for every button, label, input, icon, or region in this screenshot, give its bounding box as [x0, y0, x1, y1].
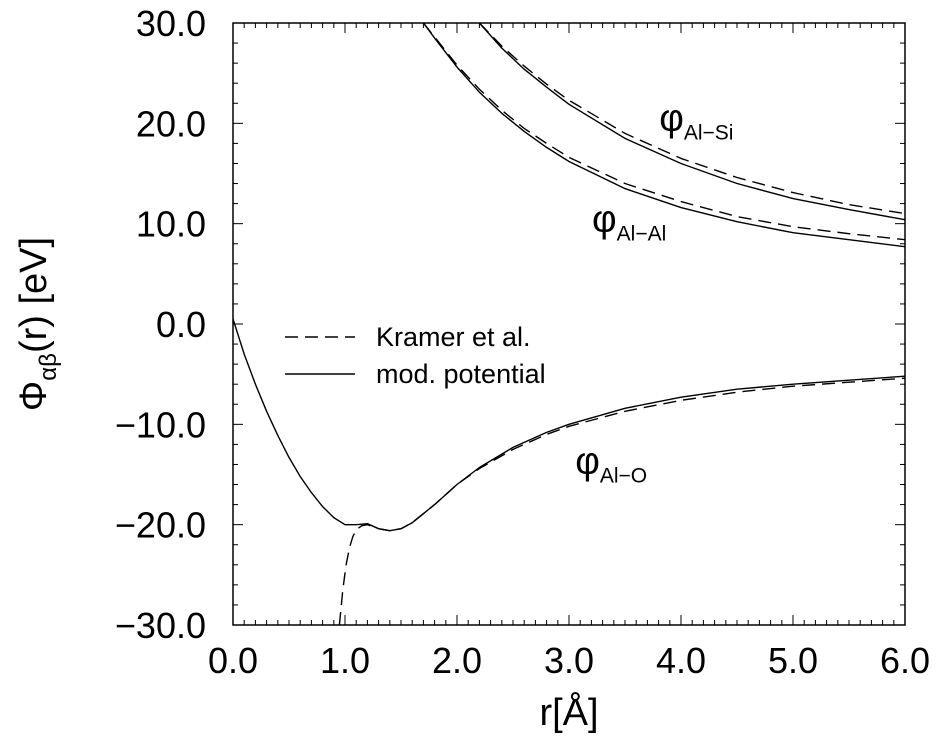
y-tick-label: 0.0	[156, 304, 206, 345]
y-tick-label: −20.0	[115, 505, 206, 546]
series-lines	[233, 23, 905, 625]
series-line-kramer	[422, 23, 905, 241]
annotation-symbol: φ	[575, 440, 600, 482]
x-tick-label: 6.0	[880, 640, 930, 681]
legend-label-mod-potential: mod. potential	[376, 359, 546, 389]
annotation-symbol: φ	[592, 199, 617, 241]
series-line-mod-potential	[422, 23, 905, 248]
y-axis-title-symbol: Φ	[13, 381, 55, 411]
series-line-mod-potential	[233, 318, 905, 532]
y-tick-label: 10.0	[136, 204, 206, 245]
y-axis-title-subscript: αβ	[35, 353, 62, 381]
annotation-subscript: Al−O	[600, 464, 647, 487]
x-tick-label: 5.0	[768, 640, 818, 681]
x-tick-label: 3.0	[544, 640, 594, 681]
legend: Kramer et al. mod. potential	[285, 322, 546, 389]
y-tick-labels: −30.0 −20.0 −10.0 0.0 10.0 20.0 30.0	[115, 3, 206, 646]
legend-label-kramer: Kramer et al.	[376, 322, 531, 352]
annotation-symbol: φ	[659, 97, 684, 139]
annotation-subscript: Al−Si	[684, 121, 734, 144]
y-tick-label: 30.0	[136, 3, 206, 44]
annotation-phi-al-al: φAl−Al	[592, 199, 666, 246]
y-axis-title: Φαβ(r) [eV]	[13, 237, 62, 411]
series-line-kramer	[478, 23, 905, 215]
annotation-phi-al-o: φAl−O	[575, 440, 647, 487]
x-tick-label: 1.0	[320, 640, 370, 681]
x-tick-label: 0.0	[208, 640, 258, 681]
annotation-phi-al-si: φAl−Si	[659, 97, 733, 144]
x-tick-labels: 0.0 1.0 2.0 3.0 4.0 5.0 6.0	[208, 640, 930, 681]
plot-frame	[232, 22, 906, 626]
series-line-kramer	[338, 377, 905, 625]
annotation-subscript: Al−Al	[617, 223, 667, 246]
x-axis-title: r[Å]	[539, 690, 598, 734]
axis-ticks	[232, 22, 906, 626]
y-tick-label: −30.0	[115, 605, 206, 646]
y-axis-title-rest: (r) [eV]	[13, 237, 55, 353]
x-tick-label: 4.0	[656, 640, 706, 681]
y-tick-label: 20.0	[136, 103, 206, 144]
series-line-mod-potential	[478, 23, 905, 221]
x-tick-label: 2.0	[432, 640, 482, 681]
y-tick-label: −10.0	[115, 404, 206, 445]
